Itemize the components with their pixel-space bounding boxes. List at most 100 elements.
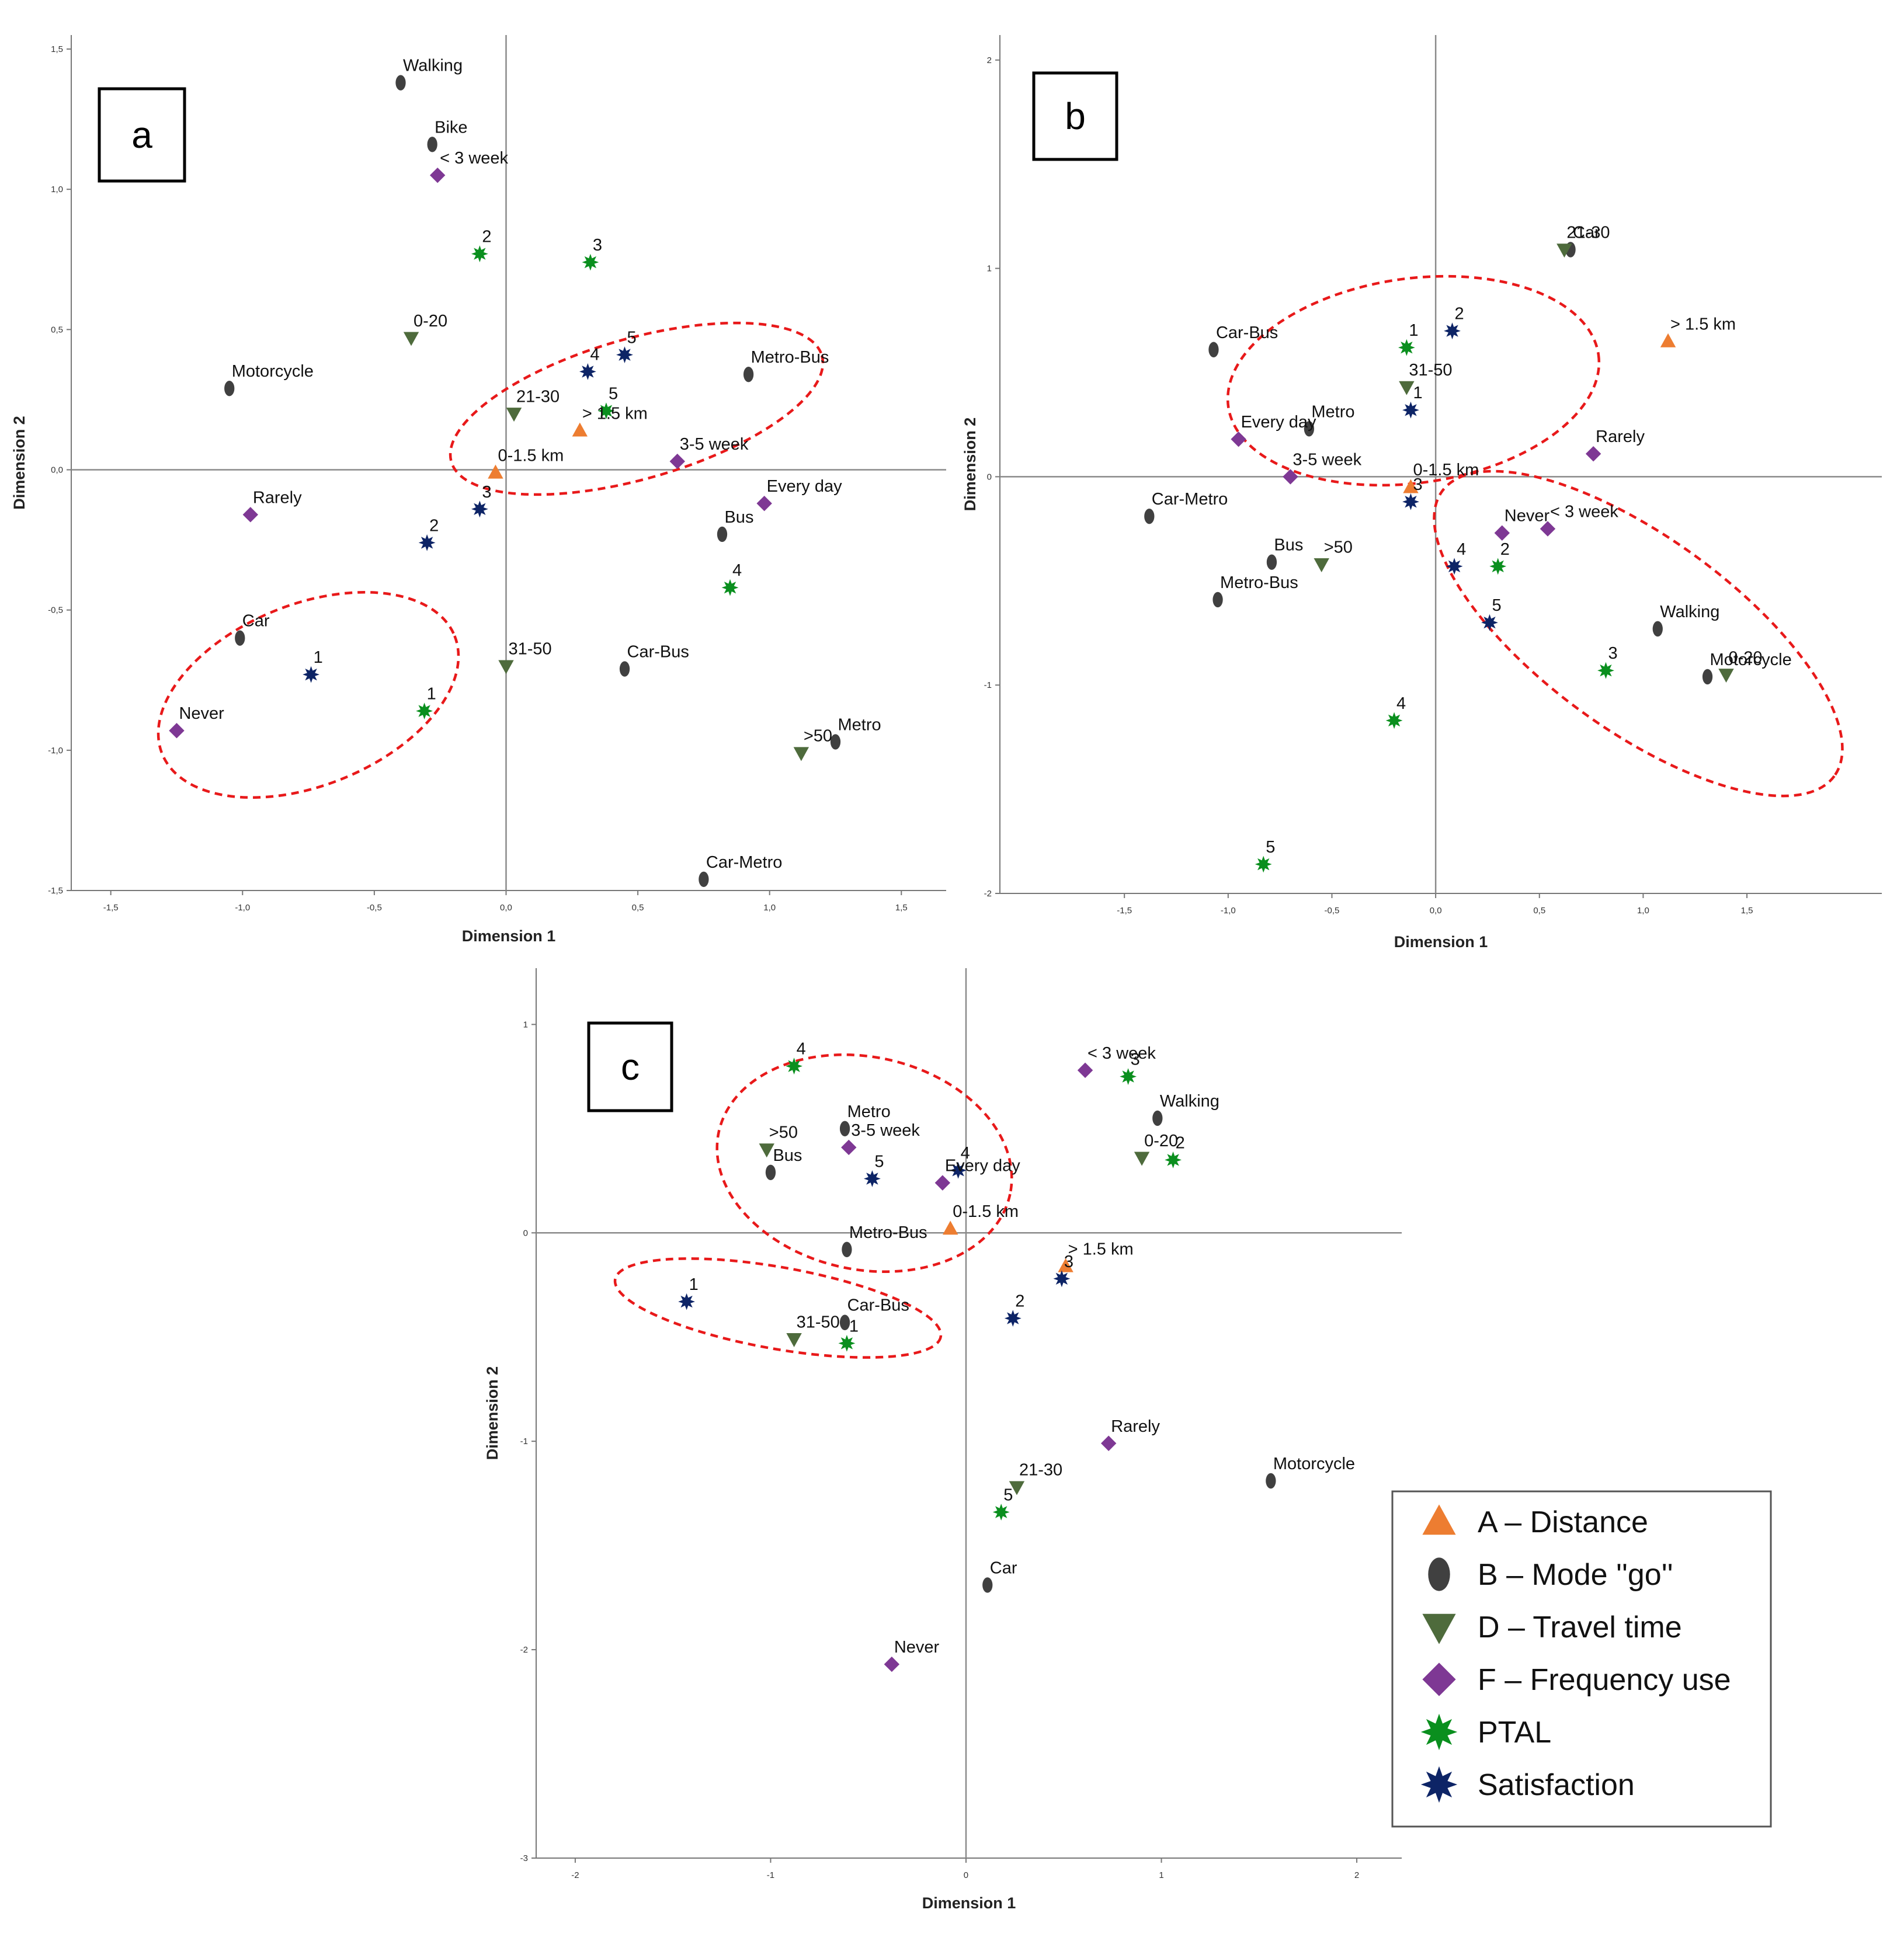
legend-label: PTAL <box>1478 1716 1551 1749</box>
point-mode-go-bike <box>427 137 437 152</box>
point-mode-go-car-bus <box>839 1314 850 1330</box>
point-satisfaction-5 <box>616 346 633 363</box>
point-label: 5 <box>1003 1486 1013 1505</box>
point-ptal-5 <box>992 1504 1010 1521</box>
point-label: Metro-Bus <box>849 1223 927 1242</box>
point-ptal-4 <box>721 579 739 596</box>
panel-letter: a <box>131 114 152 156</box>
x-tick-label: 1,5 <box>1741 906 1753 916</box>
point-label: Never <box>179 704 224 723</box>
point-label: 4 <box>1457 540 1466 559</box>
point-mode-go-metro-bus <box>842 1241 852 1258</box>
point-mode-go-bus <box>1266 554 1277 570</box>
cluster-ellipse <box>157 591 460 799</box>
point-travel-time-50 <box>759 1143 774 1158</box>
panel-c-plot: -2 -1 0 1 2 -3 -2 -1 0 1 Dimension 1 Dimension 2 c 4 <… <box>484 968 1402 1912</box>
point-frequency-use-3-week <box>429 167 446 183</box>
point-label: Metro <box>1311 402 1354 421</box>
point-ptal-5 <box>597 402 615 419</box>
y-tick-label: 0,0 <box>51 465 63 475</box>
point-label: 4 <box>1396 694 1406 713</box>
x-tick-label: 0 <box>964 1870 968 1880</box>
point-travel-time-0-20 <box>403 332 419 346</box>
point-label: Car-Metro <box>1152 490 1228 509</box>
point-travel-time-0-20 <box>1718 669 1734 683</box>
point-mode-go-car-metro <box>1144 508 1155 524</box>
legend-entries: A – Distance B – Mode ''go'' D – Travel ti… <box>1420 1504 1731 1803</box>
point-label: 2 <box>429 516 439 535</box>
point-mode-go-metro-bus <box>1212 592 1223 608</box>
point-label: 4 <box>590 345 599 364</box>
legend: A – Distance B – Mode ''go'' D – Travel ti… <box>1391 1490 1772 1828</box>
cluster-ellipse <box>449 321 825 496</box>
point-label: Motorcycle <box>1273 1455 1355 1473</box>
point-label: Bus <box>773 1146 802 1165</box>
y-tick-label: 1 <box>523 1020 528 1029</box>
point-label: > 1.5 km <box>1670 315 1736 333</box>
point-label: 3 <box>1131 1051 1140 1069</box>
point-mode-go-walking <box>395 75 406 91</box>
point-satisfaction-1 <box>1402 401 1419 419</box>
x-axis-title: Dimension 1 <box>462 927 556 945</box>
point-label: Metro-Bus <box>1220 573 1298 592</box>
point-label: 1 <box>849 1317 859 1335</box>
point-label: Metro-Bus <box>751 348 829 367</box>
point-label: 4 <box>732 561 742 580</box>
point-label: Walking <box>403 57 463 75</box>
x-axis-title: Dimension 1 <box>1394 933 1488 951</box>
point-label: Car <box>1573 224 1600 242</box>
y-tick-label: 1 <box>987 264 992 274</box>
point-ptal-2 <box>1489 558 1507 575</box>
point-ptal-2 <box>1165 1152 1182 1168</box>
point-label: 0-20 <box>1144 1132 1178 1150</box>
point-distance-1-5-km <box>572 422 588 437</box>
point-ptal-5 <box>1255 855 1272 873</box>
cluster-ellipse <box>1433 469 1844 798</box>
y-tick-label: -1,0 <box>48 746 63 756</box>
point-frequency-use-rarely <box>1585 446 1601 462</box>
point-label: Car <box>990 1559 1017 1577</box>
point-label: 3 <box>593 236 602 255</box>
point-label: Never <box>894 1638 940 1657</box>
point-label: Bike <box>435 118 467 137</box>
point-label: 2 <box>1176 1133 1185 1152</box>
point-label: 1 <box>314 648 323 667</box>
point-label: 2 <box>1455 305 1464 324</box>
point-label: 0-20 <box>1729 648 1763 667</box>
point-label: < 3 week <box>1550 503 1618 521</box>
y-axis-title: Dimension 2 <box>961 418 979 512</box>
legend-marker-ptal <box>1420 1713 1458 1751</box>
point-travel-time-21-30 <box>1009 1481 1025 1495</box>
point-frequency-use-every-day <box>934 1175 951 1191</box>
y-tick-label: 1,0 <box>51 185 63 194</box>
legend-marker-b-mode-go <box>1428 1557 1450 1591</box>
point-mode-go-metro-bus <box>743 366 754 382</box>
x-tick-label: 1,5 <box>895 903 908 913</box>
point-frequency-use-3-week <box>1077 1062 1093 1079</box>
point-satisfaction-1 <box>678 1293 695 1310</box>
point-label: 3-5 week <box>680 435 749 454</box>
point-label: Metro <box>847 1102 891 1121</box>
y-tick-label: 0 <box>987 472 992 482</box>
point-label: 31-50 <box>508 640 551 659</box>
point-label: 5 <box>1492 596 1501 615</box>
legend-marker-d-travel-time <box>1422 1613 1456 1644</box>
point-mode-go-car-bus <box>619 661 630 677</box>
point-travel-time-31-50 <box>786 1333 802 1347</box>
y-tick-label: 1,5 <box>51 44 63 54</box>
point-ptal-1 <box>838 1335 856 1352</box>
point-travel-time-31-50 <box>498 660 514 674</box>
point-label: 31-50 <box>1409 361 1452 380</box>
y-tick-label: 0 <box>523 1228 528 1238</box>
point-travel-time-50 <box>1314 558 1329 572</box>
x-axis-title: Dimension 1 <box>922 1894 1016 1912</box>
panel-letter-frame <box>98 87 186 183</box>
point-label: Car-Metro <box>706 853 783 872</box>
point-mode-go-car <box>982 1577 993 1593</box>
x-tick-label: -0,5 <box>367 903 382 913</box>
point-travel-time-21-30 <box>1556 244 1572 258</box>
point-label: 3 <box>482 483 491 502</box>
point-label: Walking <box>1660 603 1719 621</box>
point-label: Every day <box>767 477 842 496</box>
